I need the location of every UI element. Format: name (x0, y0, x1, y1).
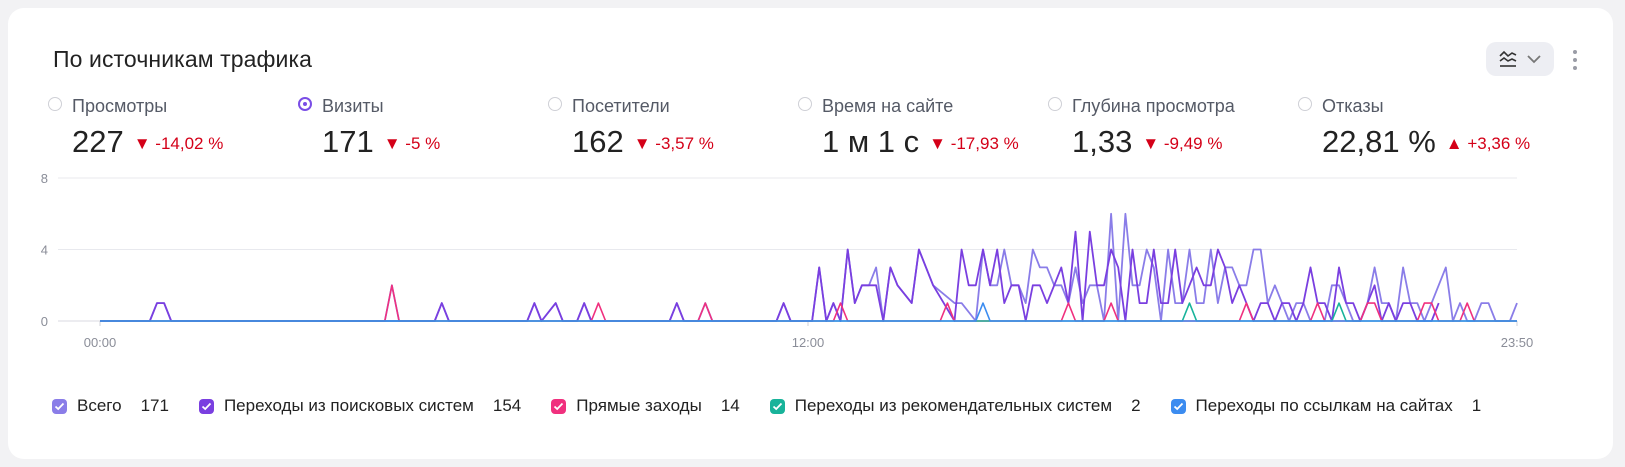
metric-radio[interactable] (298, 97, 312, 111)
checkbox-icon[interactable] (198, 398, 214, 414)
series-line-4 (100, 302, 1517, 322)
legend-count: 14 (720, 396, 740, 415)
metric-label: Просмотры (72, 96, 168, 116)
metric-value-text: 1 м 1 с (822, 124, 920, 159)
metric-value-text: 22,81 % (1322, 124, 1436, 159)
metric-value: 162 ▼ -3,57 % (572, 124, 714, 160)
y-tick-label: 4 (41, 243, 48, 258)
metric-value: 227 ▼ -14,02 % (72, 124, 223, 160)
metric-delta: ▲ +3,36 % (1445, 134, 1531, 153)
lines-chart-icon (1499, 50, 1517, 67)
metric-value: 171 ▼ -5 % (322, 124, 440, 160)
metric-radio[interactable] (798, 97, 812, 111)
metric-value: 1,33 ▼ -9,49 % (1072, 124, 1222, 160)
metric-5[interactable]: Отказы 22,81 % ▲ +3,36 % (1298, 96, 1543, 166)
legend-item-0[interactable]: Всего 171 (52, 396, 169, 416)
legend-item-3[interactable]: Переходы из рекомендательных систем 2 (769, 396, 1141, 416)
traffic-chart: 0 4 8 00:00 12:00 23:50 (41, 171, 1534, 350)
metric-delta: ▼ -3,57 % (633, 134, 714, 153)
metric-value-text: 162 (572, 124, 624, 159)
legend-label: Переходы по ссылкам на сайтах (1195, 396, 1453, 415)
legend-item-4[interactable]: Переходы по ссылкам на сайтах 1 (1170, 396, 1482, 416)
card-title: По источникам трафика (53, 46, 313, 72)
metric-label: Глубина просмотра (1072, 96, 1235, 116)
metric-radio[interactable] (1298, 97, 1312, 111)
metric-radio[interactable] (1048, 97, 1062, 111)
legend-count: 154 (492, 396, 522, 415)
metric-label: Посетители (572, 96, 670, 116)
x-tick-label: 23:50 (1501, 335, 1534, 350)
chart-view-toggle[interactable] (1486, 42, 1554, 76)
metric-value-text: 1,33 (1072, 124, 1133, 159)
metric-4[interactable]: Глубина просмотра 1,33 ▼ -9,49 % (1048, 96, 1293, 166)
metric-label: Отказы (1322, 96, 1384, 116)
legend-item-1[interactable]: Переходы из поисковых систем 154 (198, 396, 522, 416)
metric-radio[interactable] (48, 97, 62, 111)
legend-count: 2 (1131, 396, 1141, 415)
metric-label: Визиты (322, 96, 384, 116)
checkbox-icon[interactable] (551, 398, 567, 414)
chart-legend: Всего 171 Переходы из поисковых систем 154 П… (52, 396, 1511, 416)
metric-value: 1 м 1 с ▼ -17,93 % (822, 124, 1019, 160)
series-line-0 (100, 212, 1518, 322)
metric-label: Время на сайте (822, 96, 954, 116)
metric-value-text: 227 (72, 124, 124, 159)
checkbox-icon[interactable] (1170, 398, 1186, 414)
vertical-dots-icon[interactable] (1568, 48, 1582, 72)
x-tick-label: 12:00 (792, 335, 825, 350)
legend-label: Всего (77, 396, 122, 415)
metric-2[interactable]: Посетители 162 ▼ -3,57 % (548, 96, 793, 166)
legend-label: Переходы из поисковых систем (223, 396, 474, 415)
metric-value-text: 171 (322, 124, 374, 159)
x-tick-label: 00:00 (84, 335, 117, 350)
series-line-1 (100, 230, 1440, 322)
metric-delta: ▼ -14,02 % (133, 134, 224, 153)
metric-1[interactable]: Визиты 171 ▼ -5 % (298, 96, 543, 166)
traffic-sources-card: По источникам трафика Просмотры 227 ▼ -14,… (8, 8, 1613, 459)
series-line-2 (100, 284, 1517, 322)
checkbox-icon[interactable] (52, 398, 67, 414)
y-tick-label: 0 (41, 314, 48, 329)
metric-delta: ▼ -5 % (383, 134, 441, 153)
legend-count: 1 (1471, 396, 1482, 415)
chevron-down-icon (1527, 55, 1541, 64)
metric-delta: ▼ -9,49 % (1142, 134, 1223, 153)
metric-delta: ▼ -17,93 % (929, 134, 1019, 153)
y-tick-label: 8 (41, 171, 48, 186)
checkbox-icon[interactable] (769, 398, 785, 414)
metric-0[interactable]: Просмотры 227 ▼ -14,02 % (48, 96, 293, 166)
metric-3[interactable]: Время на сайте 1 м 1 с ▼ -17,93 % (798, 96, 1043, 166)
metric-value: 22,81 % ▲ +3,36 % (1322, 124, 1530, 160)
legend-item-2[interactable]: Прямые заходы 14 (551, 396, 740, 416)
legend-count: 171 (140, 396, 169, 415)
metric-radio[interactable] (548, 97, 562, 111)
legend-label: Прямые заходы (576, 396, 702, 415)
legend-label: Переходы из рекомендательных систем (794, 396, 1113, 415)
